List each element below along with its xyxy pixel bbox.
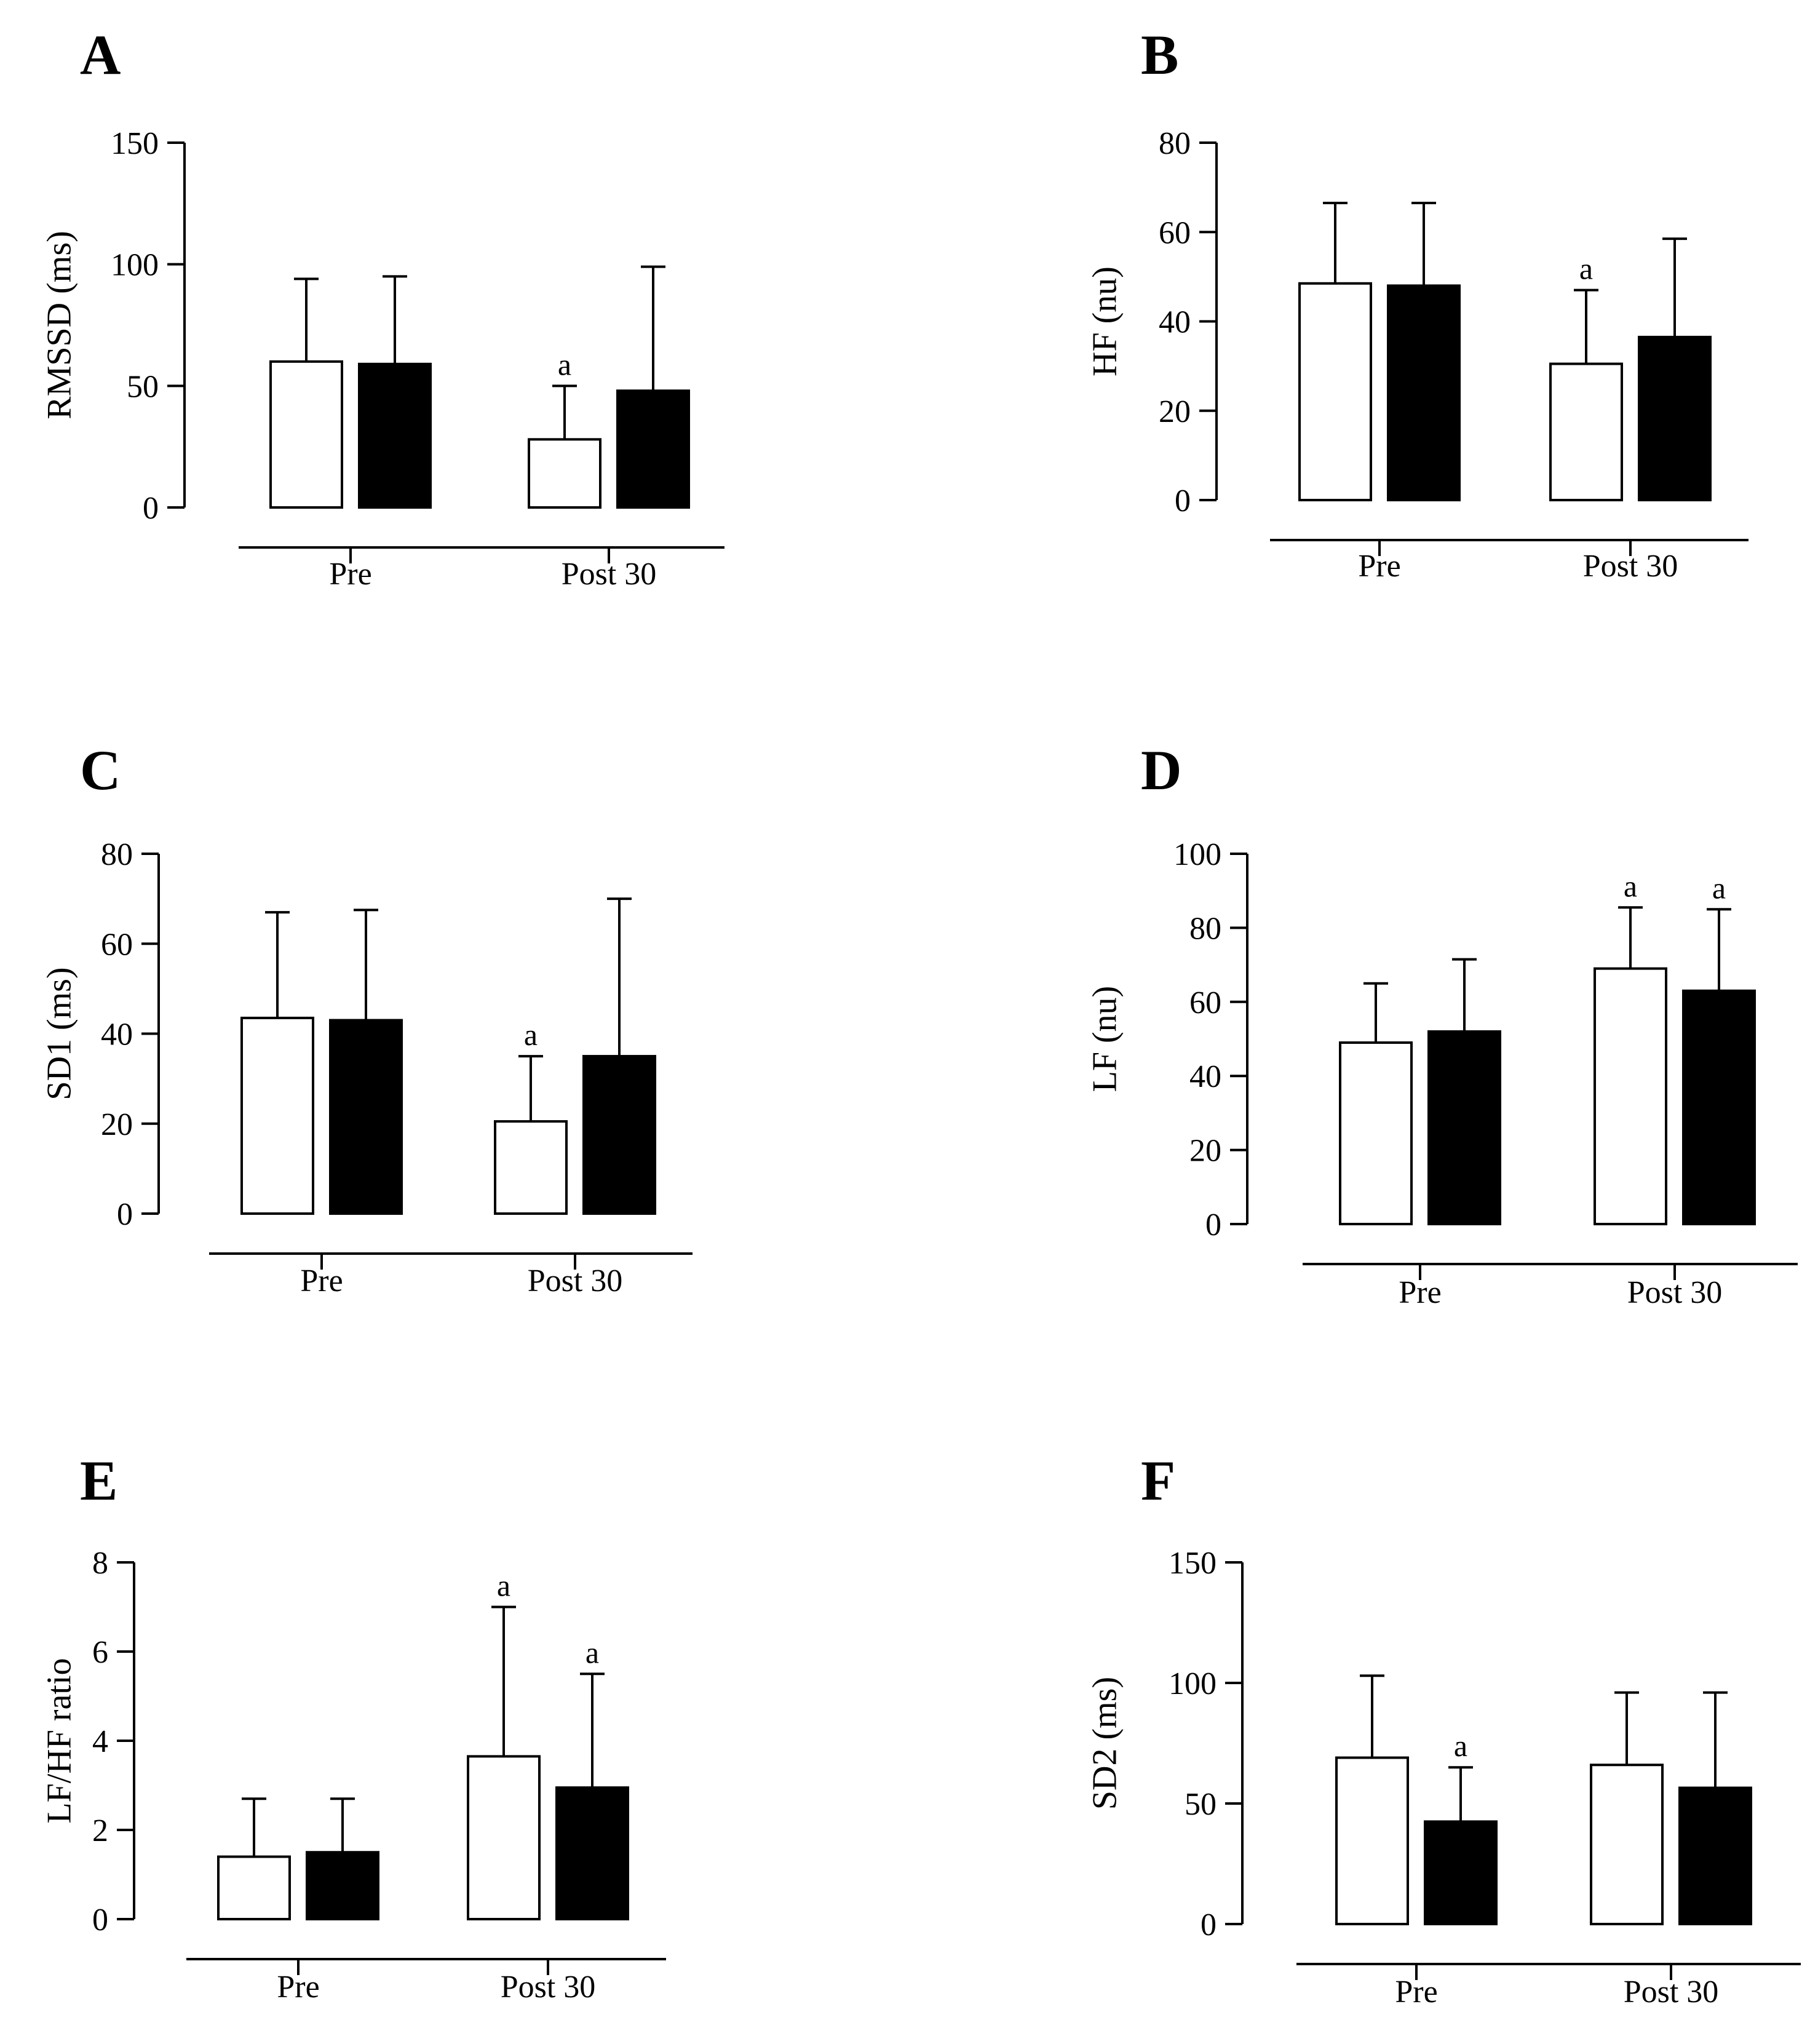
significance-label: a [558, 347, 571, 381]
y-tick-label: 4 [92, 1724, 108, 1759]
bar-black [1427, 1030, 1501, 1225]
y-tick-label: 60 [1159, 215, 1191, 250]
y-axis-title: HF (nu) [1086, 266, 1124, 376]
y-tick-label: 0 [1205, 1207, 1221, 1243]
x-category-label: Pre [1399, 1275, 1441, 1310]
significance-label: a [497, 1569, 510, 1603]
chart-panel-f: F 0 50 100 150 SD2 (ms) Pre a Post 30 [1086, 1449, 1801, 2010]
bar-black [616, 389, 690, 509]
y-tick-label: 50 [1185, 1787, 1217, 1822]
bar-black [358, 362, 432, 509]
x-category-label: Pre [329, 557, 371, 592]
panel-letter: A [80, 23, 121, 86]
y-tick-label: 0 [1201, 1907, 1217, 1943]
y-tick-label: 20 [101, 1107, 133, 1142]
bar-black [1387, 284, 1461, 501]
x-category-label: Post 30 [1627, 1275, 1723, 1310]
bar-white [494, 1120, 568, 1215]
panel-letter: D [1141, 739, 1181, 801]
chart-panel-d: D 0 20 40 60 80 100 LF (nu) Pre Post 30 a a [1086, 739, 1798, 1310]
significance-label: a [1712, 870, 1726, 905]
bar-black [582, 1055, 656, 1215]
y-tick-label: 0 [1175, 483, 1191, 519]
x-category-label: Pre [1358, 549, 1400, 584]
y-tick-label: 100 [111, 248, 159, 283]
bar-white [467, 1755, 541, 1920]
bar-white [1590, 1764, 1664, 1926]
significance-label: a [524, 1017, 538, 1052]
panel-letter: F [1141, 1449, 1175, 1512]
bar-black [1424, 1820, 1498, 1925]
y-tick-label: 80 [101, 837, 133, 872]
bar-white [1335, 1756, 1409, 1926]
y-tick-label: 40 [1189, 1059, 1221, 1094]
x-category-label: Post 30 [1624, 1974, 1719, 2010]
y-tick-label: 20 [1159, 394, 1191, 429]
bar-black [1678, 1786, 1752, 1926]
bar-white [217, 1855, 291, 1920]
y-tick-label: 40 [101, 1017, 133, 1052]
x-category-label: Post 30 [501, 1970, 596, 2005]
y-tick-label: 2 [92, 1813, 108, 1848]
panel-letter: B [1141, 23, 1178, 86]
y-tick-label: 40 [1159, 305, 1191, 340]
y-tick-label: 60 [101, 927, 133, 962]
panel-letter: E [80, 1449, 117, 1512]
y-tick-label: 0 [117, 1197, 133, 1232]
chart-panel-b: B 0 20 40 60 80 HF (nu) Pre Post 30 a [1086, 23, 1749, 584]
y-tick-label: 50 [127, 369, 159, 404]
y-tick-label: 0 [143, 491, 159, 526]
y-tick-label: 6 [92, 1635, 108, 1670]
chart-panel-c: C 0 20 40 60 80 SD1 (ms) Pre Post 30 a [41, 739, 693, 1298]
y-axis-title: LF (nu) [1086, 986, 1124, 1092]
significance-label: a [1579, 252, 1593, 286]
x-category-label: Post 30 [562, 557, 657, 592]
bar-white [1549, 362, 1623, 502]
bar-white [1298, 282, 1372, 501]
y-axis-title: LF/HF ratio [41, 1658, 79, 1823]
y-tick-label: 80 [1159, 126, 1191, 161]
significance-label: a [585, 1635, 599, 1669]
y-axis-title: RMSSD (ms) [41, 231, 79, 420]
x-category-label: Pre [1395, 1974, 1437, 2010]
y-tick-label: 150 [1169, 1546, 1217, 1581]
y-tick-label: 80 [1189, 911, 1221, 946]
significance-label: a [1624, 869, 1637, 903]
bar-white [1594, 967, 1667, 1225]
bar-black [555, 1786, 629, 1920]
bar-white [1339, 1041, 1413, 1226]
bar-black [306, 1851, 379, 1920]
significance-label: a [1454, 1728, 1467, 1763]
bar-white [269, 360, 343, 509]
x-category-label: Pre [277, 1970, 319, 2005]
y-axis-title: SD1 (ms) [41, 967, 79, 1100]
panel-letter: C [80, 739, 121, 801]
bar-black [1682, 989, 1756, 1225]
y-tick-label: 150 [111, 126, 159, 161]
chart-panel-a: A 0 50 100 150 RMSSD (ms) Pre Post 30 a [41, 23, 724, 592]
bar-black [329, 1019, 403, 1215]
x-category-label: Post 30 [528, 1263, 623, 1298]
x-category-label: Pre [300, 1263, 343, 1298]
y-tick-label: 60 [1189, 985, 1221, 1020]
y-tick-label: 8 [92, 1546, 108, 1581]
bar-white [240, 1016, 314, 1215]
y-tick-label: 20 [1189, 1134, 1221, 1169]
x-category-label: Post 30 [1583, 549, 1678, 584]
y-tick-label: 0 [92, 1903, 108, 1938]
bar-black [1638, 335, 1712, 501]
y-tick-label: 100 [1169, 1666, 1217, 1701]
y-axis-title: SD2 (ms) [1086, 1677, 1124, 1810]
bar-white [528, 438, 601, 509]
y-tick-label: 100 [1173, 837, 1221, 872]
chart-panel-e: E 0 2 4 6 8 LF/HF ratio Pre Post 30 a a [41, 1449, 666, 2005]
